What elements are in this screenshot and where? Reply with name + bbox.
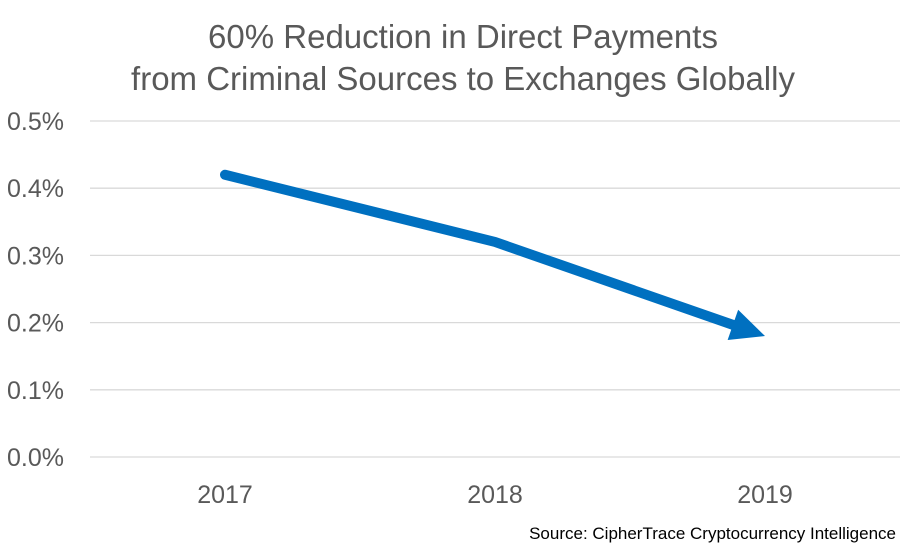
x-tick-label: 2018 <box>467 481 523 509</box>
y-tick-label: 0.4% <box>7 175 64 203</box>
y-tick-label: 0.3% <box>7 242 64 270</box>
y-tick-label: 0.1% <box>7 377 64 405</box>
chart-title-line-1: 60% Reduction in Direct Payments <box>208 18 718 55</box>
x-axis-tick-labels: 2017 2018 2019 <box>197 481 793 509</box>
y-tick-label: 0.0% <box>7 444 64 472</box>
y-axis-tick-labels: 0.0% 0.1% 0.2% 0.3% 0.4% 0.5% <box>7 108 64 472</box>
x-tick-label: 2017 <box>197 481 253 509</box>
series-layer <box>220 169 765 340</box>
y-tick-label: 0.5% <box>7 108 64 136</box>
gridlines <box>90 120 900 458</box>
series-arrowhead <box>727 309 765 340</box>
chart-title-line-2: from Criminal Sources to Exchanges Globa… <box>131 60 795 97</box>
source-note: Source: CipherTrace Cryptocurrency Intel… <box>529 524 896 543</box>
x-tick-label: 2019 <box>737 481 793 509</box>
y-tick-label: 0.2% <box>7 310 64 338</box>
series-line <box>220 169 740 331</box>
